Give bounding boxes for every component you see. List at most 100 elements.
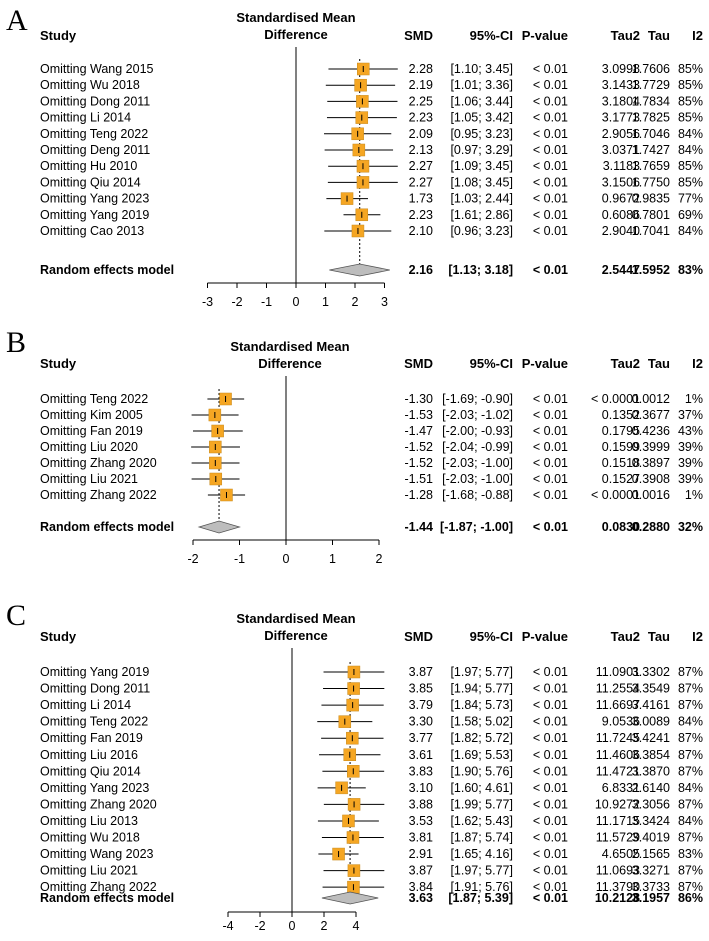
summary-label: Random effects model (40, 891, 174, 905)
summary-p-value: < 0.01 (533, 891, 568, 905)
i2-value: 39% (678, 472, 703, 486)
p-value: < 0.01 (533, 175, 568, 189)
ci-value: [1.90; 5.76] (450, 764, 513, 778)
summary-i2-value: 86% (678, 891, 703, 905)
column-header-i2: I2 (692, 356, 703, 371)
x-axis-tick-label: 3 (381, 295, 388, 309)
tau-value: 0.3897 (632, 456, 670, 470)
tau-value: 3.3056 (632, 797, 670, 811)
p-value: < 0.01 (533, 456, 568, 470)
smd-value: -1.47 (405, 424, 434, 438)
i2-value: 1% (685, 392, 703, 406)
i2-value: 87% (678, 665, 703, 679)
column-header-ci: 95%-CI (470, 629, 513, 644)
p-value: < 0.01 (533, 715, 568, 729)
tau-value: 3.4161 (632, 698, 670, 712)
summary-tau2-value: 2.5447 (602, 263, 640, 277)
study-label: Omitting Dong 2011 (40, 94, 150, 108)
tau-value: 3.3424 (632, 814, 670, 828)
tau2-value: 0.1795 (602, 424, 640, 438)
summary-diamond (197, 520, 241, 534)
summary-ci-value: [1.87; 5.39] (448, 891, 513, 905)
p-value: < 0.01 (533, 682, 568, 696)
study-label: Omitting Wang 2023 (40, 847, 154, 861)
x-axis-tick-label: -2 (187, 552, 198, 566)
tau2-value: 2.9056 (602, 127, 640, 141)
i2-value: 43% (678, 424, 703, 438)
ci-value: [-2.03; -1.00] (442, 472, 513, 486)
tau-value: 1.7750 (632, 175, 670, 189)
smd-value: 2.28 (409, 62, 433, 76)
tau2-value: 11.4721 (596, 764, 640, 778)
tau2-value: 0.9672 (602, 192, 640, 206)
tau2-value: 11.5729 (596, 831, 640, 845)
x-axis-tick-label: -3 (202, 295, 213, 309)
ci-value: [-1.68; -0.88] (442, 488, 513, 502)
tau-value: 0.0012 (632, 392, 670, 406)
tau-value: 3.3854 (632, 748, 670, 762)
smd-value: 3.61 (409, 748, 433, 762)
i2-value: 39% (678, 440, 703, 454)
i2-value: 84% (678, 127, 703, 141)
tau-value: 1.7729 (632, 78, 670, 92)
smd-value: 2.10 (409, 224, 433, 238)
summary-tau2-value: 10.2128 (595, 891, 640, 905)
i2-value: 87% (678, 831, 703, 845)
study-label: Omitting Wang 2015 (40, 62, 154, 76)
i2-value: 84% (678, 781, 703, 795)
i2-value: 84% (678, 143, 703, 157)
study-label: Omitting Liu 2021 (40, 864, 138, 878)
ci-value: [1.10; 3.45] (450, 62, 513, 76)
column-header-i2: I2 (692, 629, 703, 644)
tau-value: 3.3302 (632, 665, 670, 679)
p-value: < 0.01 (533, 111, 568, 125)
ci-value: [1.91; 5.76] (450, 880, 513, 894)
ci-value: [-2.04; -0.99] (442, 440, 513, 454)
p-value: < 0.01 (533, 440, 568, 454)
ci-value: [1.99; 5.77] (450, 797, 513, 811)
column-header-tau2: Tau2 (611, 629, 640, 644)
forest-panel-b: B Standardised Mean Difference Study SMD 95%-… (6, 326, 703, 566)
tau2-value: 0.6086 (602, 208, 640, 222)
study-label: Omitting Zhang 2020 (40, 456, 157, 470)
i2-value: 87% (678, 698, 703, 712)
ci-value: [1.01; 3.36] (450, 78, 513, 92)
tau2-value: 10.9272 (595, 797, 640, 811)
i2-value: 37% (678, 408, 703, 422)
study-label: Omitting Kim 2005 (40, 408, 143, 422)
i2-value: 85% (678, 111, 703, 125)
x-axis-tick-label: 2 (352, 295, 359, 309)
tau-value: 0.0016 (632, 488, 670, 502)
smd-value: -1.28 (405, 488, 434, 502)
x-axis-tick-label: 4 (353, 919, 360, 933)
ci-value: [1.09; 3.45] (450, 159, 513, 173)
x-axis-tick-label: 0 (293, 295, 300, 309)
i2-value: 87% (678, 748, 703, 762)
smd-value: 3.10 (409, 781, 433, 795)
column-header-tau: Tau (648, 28, 670, 43)
study-label: Omitting Li 2014 (40, 111, 131, 125)
study-label: Omitting Yang 2019 (40, 665, 149, 679)
p-value: < 0.01 (533, 764, 568, 778)
summary-p-value: < 0.01 (533, 263, 568, 277)
i2-value: 85% (678, 175, 703, 189)
ci-value: [0.97; 3.29] (450, 143, 513, 157)
tau2-value: 3.0998 (602, 62, 640, 76)
column-header-ci: 95%-CI (470, 28, 513, 43)
smd-value: 1.73 (409, 192, 433, 206)
p-value: < 0.01 (533, 392, 568, 406)
i2-value: 87% (678, 682, 703, 696)
x-axis-tick-label: -1 (261, 295, 272, 309)
i2-value: 85% (678, 94, 703, 108)
summary-tau2-value: 0.0830 (602, 520, 640, 534)
column-header-tau2: Tau2 (611, 356, 640, 371)
i2-value: 84% (678, 814, 703, 828)
study-label: Omitting Wu 2018 (40, 78, 140, 92)
summary-tau-value: 1.5952 (632, 263, 670, 277)
summary-smd-value: 3.63 (409, 891, 433, 905)
ci-value: [-1.69; -0.90] (442, 392, 513, 406)
tau-value: 1.7041 (632, 224, 670, 238)
tau2-value: 11.2554 (596, 682, 640, 696)
i2-value: 85% (678, 78, 703, 92)
